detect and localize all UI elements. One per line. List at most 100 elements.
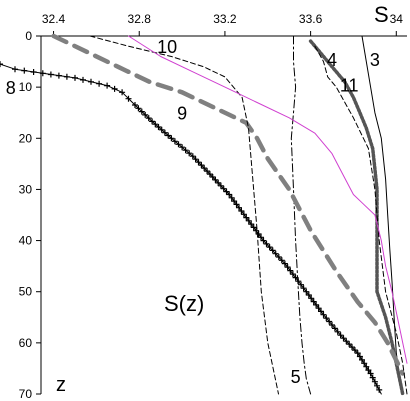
series-8-point [323,315,330,322]
series-8-point [217,182,224,189]
series-8-point [80,76,86,83]
profile-annotation: S(z) [164,291,204,316]
series-8-point [329,322,335,328]
series-8-point [258,234,264,241]
series-8-point [361,360,368,367]
series-line-10 [89,35,279,395]
series-8-point [228,194,235,201]
x-tick-label: 32.4 [42,12,66,26]
series-8-point [186,150,193,157]
series-8-point [260,237,267,244]
series-8-point [212,176,219,183]
series-8-point [182,147,189,154]
series-8-point [278,257,285,264]
series-8-point [305,292,312,298]
series-8-point [371,378,378,385]
series-8-point [356,353,363,360]
series-8-point [88,78,94,85]
series-8-point [269,247,276,254]
series-8-point [331,325,338,332]
series-8-point [198,162,205,169]
y-tick-label: 30 [19,182,33,196]
series-8-point [287,267,294,274]
series-8-point [349,344,355,351]
series-label-3: 3 [370,50,380,70]
series-8-point [243,214,250,221]
series-8-point [236,204,242,211]
series-8-point [266,244,273,251]
series-label-11: 11 [340,76,359,96]
series-8-point [376,386,383,393]
series-8-point [369,374,376,381]
series-line-11 [314,45,408,395]
series-8-point [315,305,322,312]
x-tick-label: 33.2 [213,12,237,26]
series-label-9: 9 [177,104,187,124]
series-label-10: 10 [157,37,177,57]
series-8-point [111,85,118,92]
series-8-point [334,328,341,335]
series-8-point [253,227,260,234]
series-8-point [272,250,279,257]
series-8-point [161,129,168,136]
x-axis-label: S [374,2,389,27]
series-8-point [275,254,282,260]
series-8-point [263,240,270,247]
series-8-point [125,95,132,102]
series-8-point [289,271,296,278]
series-8-point [201,165,208,172]
series-8-point [367,370,374,377]
series-8-point [138,108,145,115]
series-8-point [223,188,230,195]
series-8-point [135,105,142,112]
series-8-point [326,318,333,325]
series-8-point [343,338,350,345]
series-8-point [132,102,138,108]
series-8-point [308,295,315,302]
series-8-point [337,332,344,339]
series-8-point [374,382,380,389]
series-8-point [245,217,252,224]
series-8-point [255,231,262,237]
series-8-point [55,72,62,79]
series-8-point [206,171,213,178]
y-tick-label: 40 [19,234,33,248]
series-8-point [189,153,196,160]
series-8-point [318,308,324,315]
series-8-point [47,71,54,78]
series-8-point [158,126,165,133]
series-8-point [175,141,182,148]
series-8-point [238,208,245,214]
y-tick-label: 60 [19,336,33,350]
y-tick-label: 20 [19,131,33,145]
series-8-point [295,278,302,285]
series-8-point [179,144,186,151]
series-label-5: 5 [291,367,301,387]
series-8-point [30,69,37,75]
series-8-point [119,89,126,96]
series-line-8 [0,63,382,395]
series-8-point [104,82,111,89]
series-8-point [300,285,307,292]
series-8-point [39,70,46,77]
series-8-point [155,124,162,130]
y-tick-label: 0 [25,29,32,43]
series-8-point [313,301,320,308]
series-8-point [195,159,202,166]
y-tick-label: 50 [19,285,33,299]
series-8-point [365,367,372,374]
series-8-point [231,198,238,205]
series-8-point [250,224,257,231]
x-tick-label: 33.6 [299,12,323,26]
series-line-3 [361,35,404,395]
x-tick-label: 34 [390,12,404,26]
series-8-point [240,211,247,218]
series-8-point [284,264,291,271]
series-line-unlabeled [128,35,408,364]
series-8-point [292,274,299,281]
series-8-point [152,121,159,128]
series-layer [0,33,408,396]
series-8-point [215,179,222,186]
series-8-point [248,221,255,228]
